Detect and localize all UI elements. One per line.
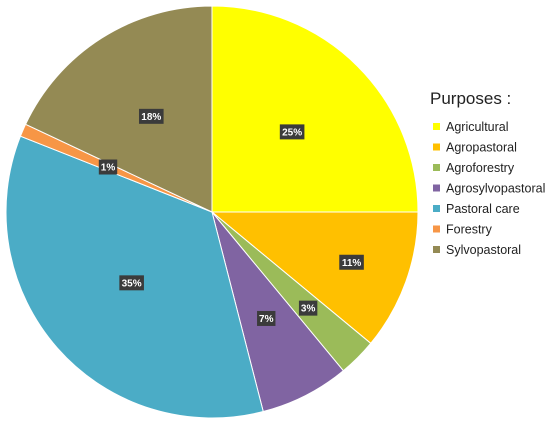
legend-label: Agrosylvopastoral xyxy=(446,182,545,196)
data-label-box xyxy=(98,159,118,175)
data-label-agroforestry: 3% xyxy=(298,300,318,316)
data-label-box xyxy=(138,108,164,124)
legend-swatch xyxy=(433,143,440,151)
legend-swatch xyxy=(433,184,440,192)
data-label-text: 1% xyxy=(101,163,116,174)
legend-items: Agricultural Agropastoral Agroforestry Agro… xyxy=(433,120,545,257)
legend-swatch xyxy=(433,205,440,212)
data-label-text: 25% xyxy=(282,127,302,138)
legend-swatch xyxy=(433,246,440,253)
legend-item-forestry: Forestry xyxy=(433,223,493,237)
data-label-text: 11% xyxy=(342,258,362,269)
pie-data-labels: 25% 11% 3% 7% 35% 1% 18% xyxy=(98,108,364,326)
legend-label: Forestry xyxy=(446,223,493,237)
legend-item-agricultural: Agricultural xyxy=(433,120,509,134)
data-label-pastoral-care: 35% xyxy=(119,275,144,291)
data-label-box xyxy=(339,254,364,270)
data-label-text: 3% xyxy=(301,304,316,315)
data-label-box xyxy=(279,124,305,140)
legend-label: Pastoral care xyxy=(446,202,520,216)
legend-label: Agroforestry xyxy=(446,161,515,175)
data-label-box xyxy=(298,300,318,316)
legend-swatch xyxy=(433,164,440,171)
legend-label: Agricultural xyxy=(446,120,509,134)
data-label-agropastoral: 11% xyxy=(339,254,364,270)
pie-slice-agropastoral xyxy=(210,211,419,345)
legend-item-pastoral-care: Pastoral care xyxy=(433,202,520,216)
pie-slices xyxy=(5,5,419,419)
legend-label: Sylvopastoral xyxy=(446,243,521,257)
data-label-box xyxy=(257,310,276,326)
legend-swatch xyxy=(433,225,440,233)
legend-item-agrosylvopastoral: Agrosylvopastoral xyxy=(433,182,545,196)
pie-slice-sylvopastoral xyxy=(24,5,213,213)
data-label-text: 18% xyxy=(141,112,161,123)
data-label-agrosylvopastoral: 7% xyxy=(257,310,276,326)
legend-item-agropastoral: Agropastoral xyxy=(433,141,517,155)
data-label-agricultural: 25% xyxy=(279,124,305,140)
legend-title: Purposes : xyxy=(430,89,511,108)
pie-slice-agricultural xyxy=(211,5,419,213)
legend-label: Agropastoral xyxy=(446,141,517,155)
legend-item-sylvopastoral: Sylvopastoral xyxy=(433,243,521,257)
legend: Purposes : Agricultural Agropastoral Agrof… xyxy=(430,89,545,257)
data-label-box xyxy=(119,275,144,291)
data-label-text: 7% xyxy=(259,314,274,325)
data-label-forestry: 1% xyxy=(98,159,118,175)
data-label-sylvopastoral: 18% xyxy=(138,108,164,124)
legend-swatch xyxy=(433,123,440,130)
data-label-text: 35% xyxy=(122,278,142,289)
legend-item-agroforestry: Agroforestry xyxy=(433,161,515,175)
